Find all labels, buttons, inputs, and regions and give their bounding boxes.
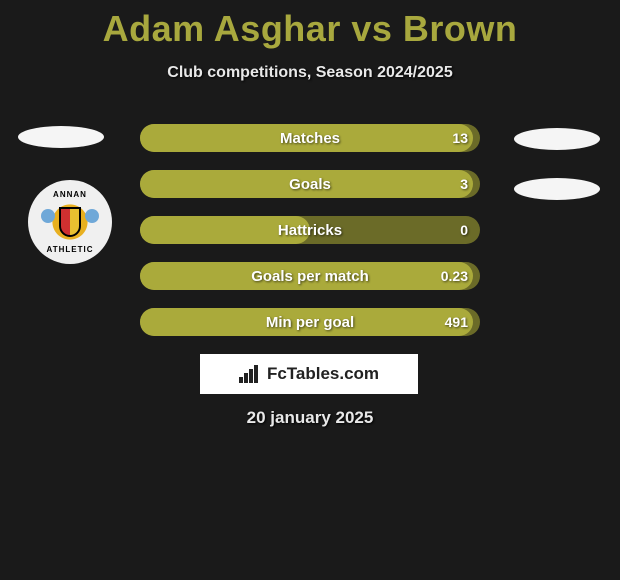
player-photo-right-shadow-2 [514,178,600,200]
club-badge: ANNAN ATHLETIC [28,180,112,264]
subtitle: Club competitions, Season 2024/2025 [0,64,620,82]
stats-container: Matches 13 Goals 3 Hattricks 0 Goals per… [140,124,480,354]
player-photo-right-shadow-1 [514,128,600,150]
thistle-icon [41,209,55,223]
stat-row-goals: Goals 3 [140,170,480,198]
stat-row-goals-per-match: Goals per match 0.23 [140,262,480,290]
stat-value: 0.23 [441,268,468,284]
shield-icon [59,207,81,237]
stat-row-matches: Matches 13 [140,124,480,152]
stat-value: 3 [460,176,468,192]
stat-label: Min per goal [140,314,480,331]
thistle-icon [85,209,99,223]
stat-row-hattricks: Hattricks 0 [140,216,480,244]
stat-value: 0 [460,222,468,238]
stat-label: Hattricks [140,222,480,239]
brand-text: FcTables.com [267,364,379,384]
bar-chart-icon [239,365,261,383]
player-photo-left-shadow [18,126,104,148]
club-badge-inner: ANNAN ATHLETIC [35,187,105,257]
page-title: Adam Asghar vs Brown [0,0,620,50]
stat-value: 491 [445,314,468,330]
stat-row-min-per-goal: Min per goal 491 [140,308,480,336]
club-badge-top-text: ANNAN [53,190,87,199]
date-label: 20 january 2025 [0,408,620,428]
stat-label: Matches [140,130,480,147]
brand-link[interactable]: FcTables.com [200,354,418,394]
stat-label: Goals [140,176,480,193]
stat-label: Goals per match [140,268,480,285]
club-badge-bottom-text: ATHLETIC [47,245,94,254]
stat-value: 13 [452,130,468,146]
